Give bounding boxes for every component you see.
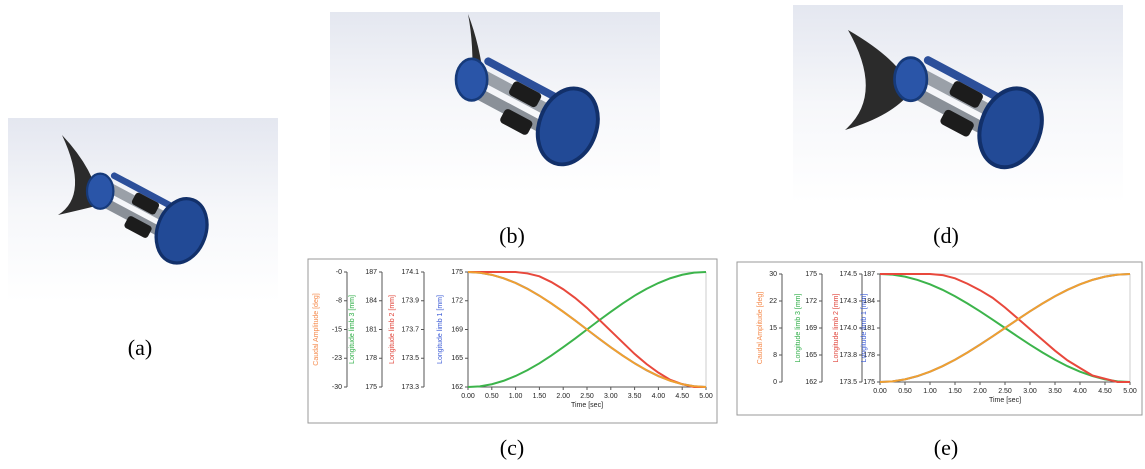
x-tick-label: 2.50	[580, 393, 594, 400]
x-tick-label: 3.50	[1048, 388, 1062, 395]
y-tick-label: 175	[451, 269, 463, 276]
x-tick-label: 1.00	[509, 393, 523, 400]
y-tick-label: 178	[365, 355, 377, 362]
y-tick-label: -8	[336, 298, 342, 305]
caption: (b)	[499, 223, 525, 248]
x-tick-label: 0.00	[461, 393, 475, 400]
y-tick-label: 175	[365, 384, 377, 391]
y-tick-label: -30	[332, 384, 342, 391]
y-tick-label: 165	[451, 355, 463, 362]
figure: (a) (b) (c) (d) (e) 0.00 0.50 1.00 1.50 2.00…	[0, 0, 1145, 469]
x-tick-label: 3.00	[1023, 388, 1037, 395]
y-tick-label: 8	[773, 352, 777, 359]
x-tick-label: 2.50	[998, 388, 1012, 395]
x-tick-label: 0.50	[485, 393, 499, 400]
y-tick-label: 174.3	[839, 298, 857, 305]
y-tick-label: 184	[365, 298, 377, 305]
y-tick-label: 172	[451, 298, 463, 305]
y-axis-label: Longitude limb 3 [mm]	[795, 294, 802, 363]
x-tick-label: 4.00	[652, 393, 666, 400]
y-tick-label: -0	[336, 269, 342, 276]
y-axis-label: Longitude limb 1 [mm]	[861, 294, 868, 363]
x-tick-label: 5.00	[699, 393, 713, 400]
x-tick-label: 4.00	[1073, 388, 1087, 395]
y-tick-label: 30	[769, 271, 777, 278]
x-tick-label: 5.00	[1123, 388, 1137, 395]
y-tick-label: 165	[805, 352, 817, 359]
y-tick-label: 169	[805, 325, 817, 332]
x-tick-label: 0.50	[898, 388, 912, 395]
y-tick-label: 175	[863, 379, 875, 386]
image-b	[330, 12, 660, 193]
x-tick-label: 2.00	[973, 388, 987, 395]
x-tick-label: 3.00	[604, 393, 618, 400]
y-tick-label: 173.7	[401, 326, 419, 333]
image-d	[793, 5, 1123, 203]
x-tick-label: 2.00	[556, 393, 570, 400]
x-tick-label: 4.50	[1098, 388, 1112, 395]
x-tick-label: 1.00	[923, 388, 937, 395]
y-tick-label: 22	[769, 298, 777, 305]
x-axis-label: Time [sec]	[989, 397, 1021, 404]
y-axis-label: Caudal Amplitude [deg]	[757, 292, 764, 364]
caption: (e)	[934, 435, 958, 460]
y-axis-label: Longitude limb 3 [mm]	[349, 295, 356, 364]
y-tick-label: 173.8	[839, 352, 857, 359]
caption: (a)	[128, 335, 152, 360]
x-tick-label: 0.00	[873, 388, 887, 395]
x-axis-label: Time [sec]	[571, 402, 603, 409]
image-a	[8, 118, 278, 302]
y-tick-label: 172	[805, 298, 817, 305]
y-tick-label: 169	[451, 326, 463, 333]
y-tick-label: 173.9	[401, 298, 419, 305]
y-tick-label: 187	[365, 269, 377, 276]
caption: (d)	[933, 223, 959, 248]
y-tick-label: 0	[773, 379, 777, 386]
y-tick-label: 174.0	[839, 325, 857, 332]
y-axis-label: Caudal Amplitude [deg]	[313, 293, 320, 365]
y-tick-label: 173.3	[401, 384, 419, 391]
y-tick-label: 175	[805, 271, 817, 278]
page: {"figure": {"panels": [{"caption": "(a)"…	[0, 0, 1145, 469]
y-tick-label: 173.5	[401, 355, 419, 362]
y-tick-label: -23	[332, 355, 342, 362]
y-axis-label: Longitude limb 2 [mm]	[389, 295, 396, 364]
y-tick-label: 187	[863, 271, 875, 278]
y-tick-label: 162	[451, 384, 463, 391]
caption: (c)	[500, 435, 524, 460]
y-tick-label: 15	[769, 325, 777, 332]
x-tick-label: 3.50	[628, 393, 642, 400]
y-tick-label: 162	[805, 379, 817, 386]
y-tick-label: 174.1	[401, 269, 419, 276]
y-tick-label: 181	[365, 326, 377, 333]
y-tick-label: -15	[332, 326, 342, 333]
x-tick-label: 1.50	[533, 393, 547, 400]
y-axis-label: Longitude limb 1 [mm]	[437, 295, 444, 364]
x-tick-label: 1.50	[948, 388, 962, 395]
y-tick-label: 173.5	[839, 379, 857, 386]
y-axis-label: Longitude limb 2 [mm]	[833, 294, 840, 363]
x-tick-label: 4.50	[675, 393, 689, 400]
y-tick-label: 174.5	[839, 271, 857, 278]
